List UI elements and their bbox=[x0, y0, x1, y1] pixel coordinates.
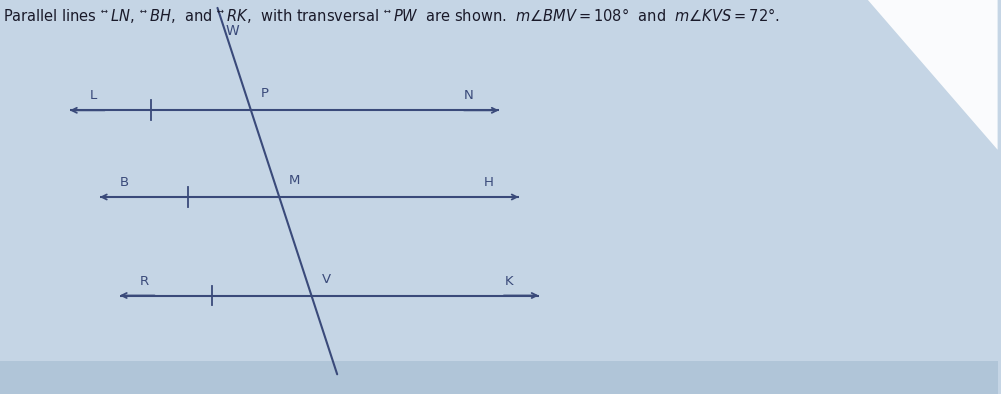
Polygon shape bbox=[868, 0, 998, 150]
Text: B: B bbox=[120, 176, 129, 189]
Bar bbox=[0, 361, 998, 394]
Text: R: R bbox=[140, 275, 149, 288]
Text: N: N bbox=[464, 89, 473, 102]
Text: P: P bbox=[261, 87, 269, 100]
Text: Parallel lines  $\overleftrightarrow{LN}$,  $\overleftrightarrow{BH}$,  and  $\o: Parallel lines $\overleftrightarrow{LN}$… bbox=[3, 6, 780, 25]
Text: V: V bbox=[321, 273, 330, 286]
Text: L: L bbox=[90, 89, 97, 102]
Text: M: M bbox=[289, 174, 300, 187]
Text: K: K bbox=[506, 275, 514, 288]
Text: H: H bbox=[483, 176, 493, 189]
Text: W: W bbox=[225, 24, 239, 38]
